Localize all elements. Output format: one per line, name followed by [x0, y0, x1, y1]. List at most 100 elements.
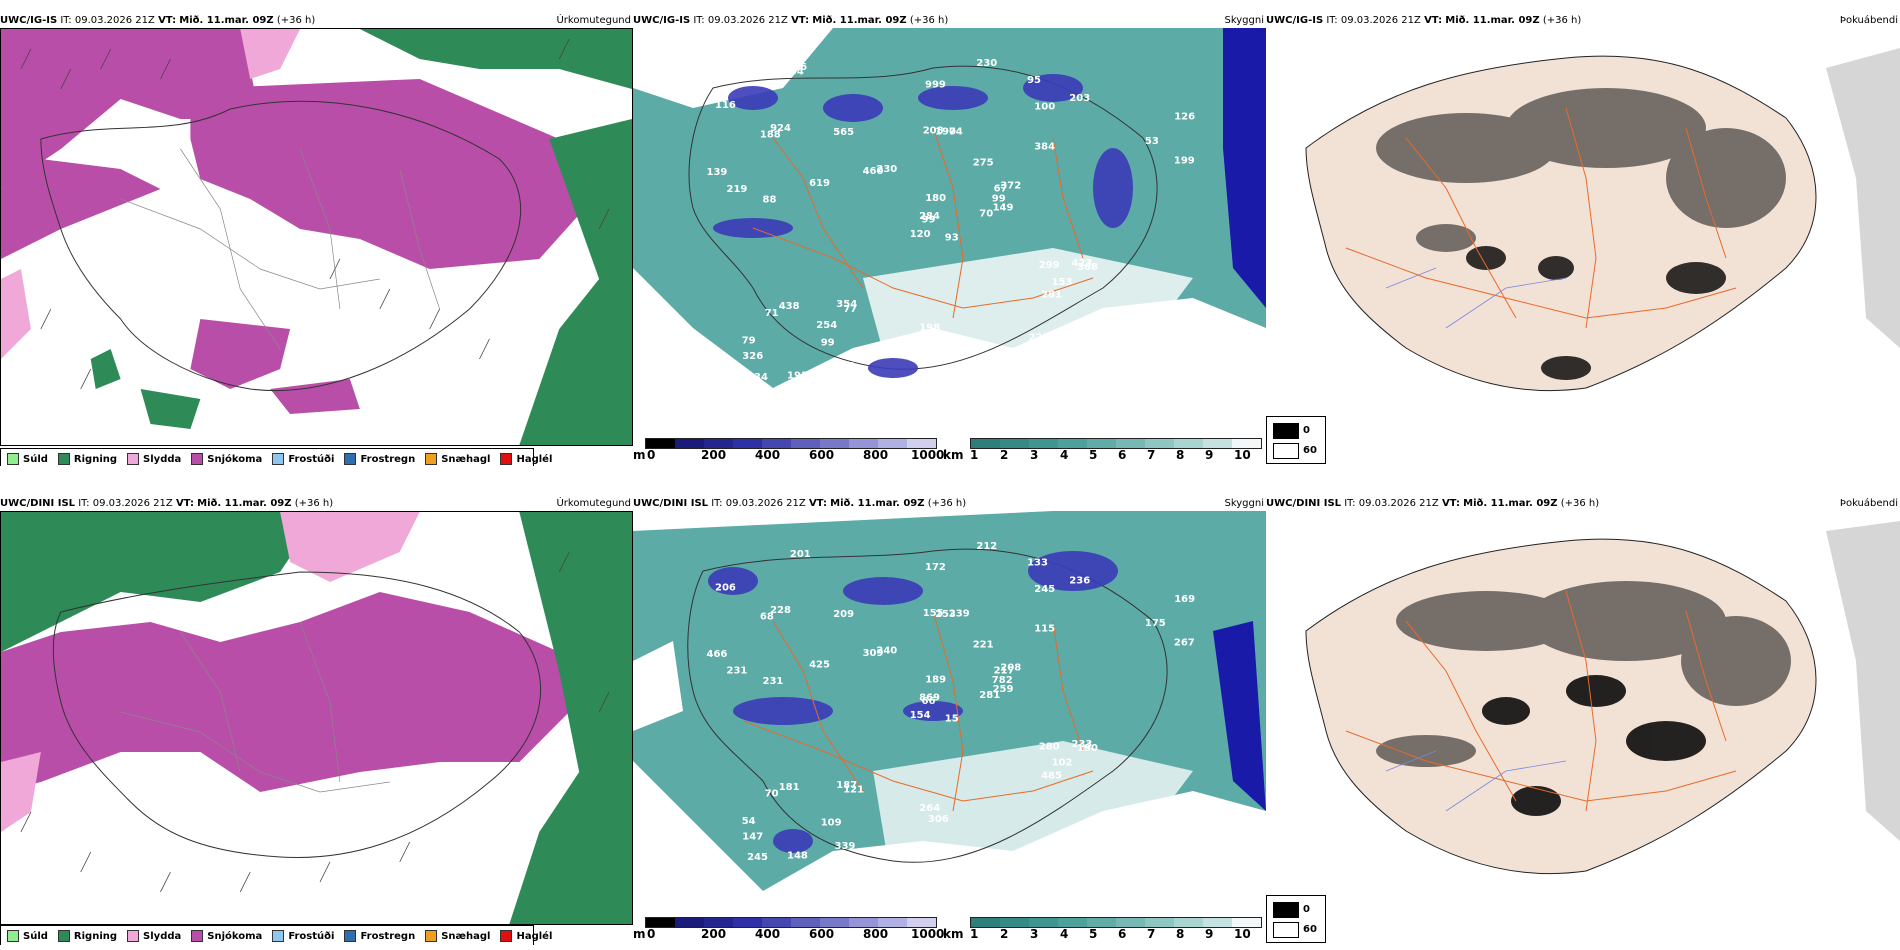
visibility-value-label: 264 [919, 803, 940, 814]
legend-item: Haglél [500, 453, 552, 465]
visibility-map: 93 188 99 79 67 77 95 74 100 70 64 126 88 126 120 384 19… [633, 28, 1266, 433]
visibility-value-label: 281 [979, 690, 1000, 701]
visibility-value-label: 181 [779, 782, 800, 793]
visibility-value-label: 71 [765, 308, 779, 319]
precip-type-legend: Súld Rigning Slydda Snjókoma Frostúði Fr… [0, 448, 552, 466]
visibility-value-label: 485 [1041, 770, 1062, 781]
visibility-value-label: 228 [770, 605, 791, 616]
visibility-map: 15 68 66 54 217 121 133 239 245 281 201 308 231 169 15… [633, 511, 1266, 913]
visibility-value-label: 99 [821, 337, 835, 348]
visibility-value-label: 54 [742, 816, 756, 827]
visibility-value-label: 169 [1174, 594, 1195, 605]
visibility-value-label: 74 [949, 126, 963, 137]
visibility-value-label: 869 [919, 693, 940, 704]
visibility-value-label: 154 [910, 710, 931, 721]
panel-title: Úrkomutegund [556, 498, 631, 509]
visibility-value-label: 306 [928, 814, 949, 825]
legend-item: Rigning [57, 453, 117, 465]
visibility-value-label: 149 [993, 203, 1014, 214]
precip-type-legend: Súld Rigning Slydda Snjókoma Frostúði Fr… [0, 925, 552, 945]
visibility-value-label: 199 [1174, 156, 1195, 167]
visibility-value-label: 170 [835, 361, 856, 372]
visibility-value-label: 147 [742, 831, 763, 842]
visibility-value-label: 148 [787, 850, 808, 861]
visibility-value-label: 281 [1041, 290, 1062, 301]
visibility-value-label: 187 [836, 780, 857, 791]
visibility-value-label: 222 [1029, 333, 1050, 344]
visibility-value-label: 284 [919, 211, 940, 222]
panel-title: Skyggni [1224, 498, 1264, 509]
visibility-value-label: 244 [1126, 845, 1147, 856]
visibility-value-label: 254 [816, 320, 837, 331]
legend-item: Snjókoma [191, 930, 262, 942]
visibility-value-label: 189 [925, 675, 946, 686]
panel-title: Skyggni [1224, 15, 1264, 26]
visibility-value-label: 88 [763, 194, 777, 205]
visibility-value-label: 68 [760, 612, 774, 623]
visibility-value-label: 126 [1174, 112, 1195, 123]
visibility-value-label: 203 [1069, 93, 1090, 104]
visibility-value-label: 15 [945, 714, 959, 725]
legend-item: Súld [7, 453, 48, 465]
visibility-value-label: 64 [790, 66, 804, 77]
visibility-value-label: 308 [1166, 845, 1187, 856]
visibility-value-label: 115 [1034, 623, 1055, 634]
visibility-value-label: 259 [1160, 330, 1181, 341]
visibility-value-label: 70 [765, 788, 779, 799]
visibility-value-label: 201 [790, 549, 811, 560]
visibility-value-label: 275 [973, 157, 994, 168]
visibility-value-label: 466 [707, 649, 728, 660]
legend-item: Rigning [57, 930, 117, 942]
visibility-value-label: 134 [747, 372, 768, 383]
visibility-value-label: 153 [1052, 277, 1073, 288]
visibility-scale: km 1 2 3 4 5 6 7 8 9 10 [943, 917, 1266, 945]
visibility-value-label: 999 [925, 79, 946, 90]
visibility-value-label: 221 [973, 639, 994, 650]
visibility-value-label: 267 [1174, 638, 1195, 649]
fog-index-map [1266, 28, 1900, 433]
legend-item: Snæhagl [425, 930, 490, 942]
panel-header: UWC/IG-IS IT: 09.03.2026 21Z VT: Mið. 11… [0, 15, 631, 26]
visibility-value-label: 79 [742, 336, 756, 347]
legend-item: Súld [7, 930, 48, 942]
visibility-value-label: 175 [1145, 618, 1166, 629]
visibility-value-label: 354 [836, 299, 857, 310]
visibility-value-label: 99 [992, 193, 1006, 204]
panel-title: Úrkomutegund [556, 15, 631, 26]
precip-type-map [0, 511, 633, 925]
visibility-value-label: 102 [1052, 758, 1073, 769]
visibility-value-label: 99 [922, 215, 936, 226]
visibility-value-label: 191 [787, 370, 808, 381]
legend-item: Snjókoma [191, 453, 262, 465]
visibility-value-label: 208 [1000, 662, 1021, 673]
visibility-value-label: 253 [935, 609, 956, 620]
visibility-value-label: 206 [715, 583, 736, 594]
legend-item: Haglél [500, 930, 552, 942]
visibility-value-label: 309 [863, 648, 884, 659]
visibility-value-label: 190 [935, 127, 956, 138]
visibility-value-label: 231 [727, 666, 748, 677]
panel-title: Þokuábendi [1839, 498, 1898, 509]
visibility-value-label: 368 [1077, 262, 1098, 273]
visibility-value-label: 339 [835, 841, 856, 852]
visibility-value-label: 230 [1160, 810, 1181, 821]
visibility-value-label: 924 [770, 123, 791, 134]
legend-item: Slydda [127, 453, 181, 465]
visibility-value-label: 240 [876, 646, 897, 657]
visibility-value-label: 217 [994, 665, 1015, 676]
visibility-value-label: 126 [1166, 365, 1187, 376]
visibility-value-label: 139 [707, 167, 728, 178]
visibility-value-label: 438 [779, 301, 800, 312]
visibility-value-label: 230 [976, 58, 997, 69]
visibility-value-label: 172 [925, 562, 946, 573]
visibility-value-label: 180 [925, 193, 946, 204]
visibility-value-label: 565 [833, 127, 854, 138]
visibility-value-label: 619 [809, 178, 830, 189]
visibility-value-label: 231 [763, 676, 784, 687]
visibility-value-label: 209 [833, 609, 854, 620]
visibility-value-label: 460 [863, 166, 884, 177]
visibility-value-label: 230 [876, 164, 897, 175]
precip-type-panel-bottom: UWC/DINI ISL IT: 09.03.2026 21Z VT: Mið.… [0, 497, 633, 945]
visibility-scale: km 1 2 3 4 5 6 7 8 9 10 [943, 438, 1266, 466]
visibility-value-label: 212 [976, 541, 997, 552]
